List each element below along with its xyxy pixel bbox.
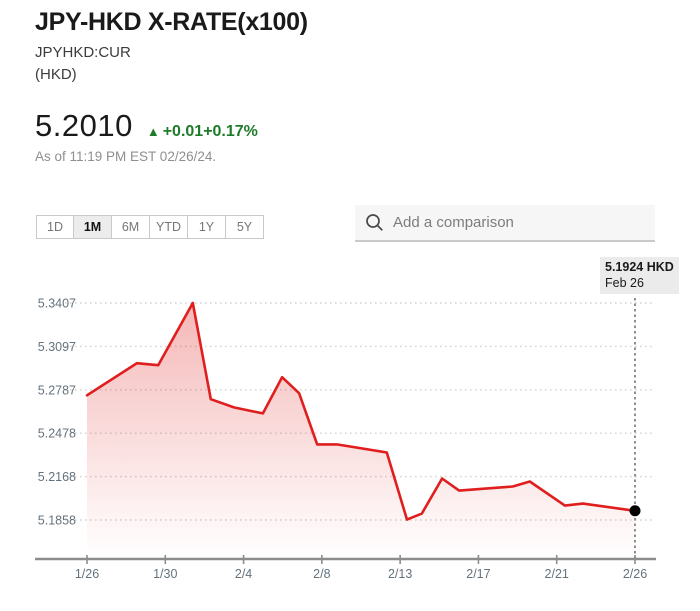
change-value: +0.01 — [162, 123, 204, 140]
range-button-1y[interactable]: 1Y — [188, 215, 226, 239]
price-row: 5.2010 ▲ +0.01 +0.17% — [35, 108, 258, 144]
x-tick-label: 1/26 — [75, 567, 99, 581]
price-chart-svg[interactable]: 5.3407 5.3097 5.2787 5.2478 5.2168 5.1858 1/26… — [0, 250, 700, 611]
range-button-5y[interactable]: 5Y — [226, 215, 264, 239]
last-price-tooltip: 5.1924 HKD Feb 26 — [600, 257, 679, 294]
currency-unit: (HKD) — [35, 66, 77, 83]
search-input[interactable] — [393, 214, 645, 231]
y-tick-label: 5.2168 — [38, 470, 76, 484]
price-line — [85, 301, 637, 521]
price-change: ▲ +0.01 +0.17% — [147, 123, 258, 141]
range-button-ytd[interactable]: YTD — [150, 215, 188, 239]
tooltip-date: Feb 26 — [605, 276, 644, 290]
y-tick-label: 5.2478 — [38, 427, 76, 441]
y-tick-label: 5.2787 — [38, 383, 76, 397]
area-fill — [87, 303, 635, 557]
as-of-timestamp: As of 11:19 PM EST 02/26/24. — [35, 149, 217, 164]
x-tick-label: 2/26 — [623, 567, 647, 581]
x-tick-label: 2/13 — [388, 567, 412, 581]
search-icon — [366, 214, 383, 231]
y-tick-label: 5.3097 — [38, 340, 76, 354]
comparison-search-box[interactable] — [355, 205, 655, 242]
range-button-1d[interactable]: 1D — [36, 215, 74, 239]
range-button-6m[interactable]: 6M — [112, 215, 150, 239]
last-price: 5.2010 — [35, 108, 133, 143]
range-button-1m[interactable]: 1M — [74, 215, 112, 239]
ticker-symbol: JPYHKD:CUR — [35, 44, 131, 61]
page-title: JPY-HKD X-RATE(x100) — [35, 8, 308, 36]
y-tick-label: 5.3407 — [38, 297, 76, 311]
change-percent: +0.17% — [203, 123, 258, 140]
x-tick-label: 2/17 — [466, 567, 490, 581]
last-point-dot — [629, 505, 641, 517]
y-tick-label: 5.1858 — [38, 514, 76, 528]
tooltip-price: 5.1924 HKD — [605, 260, 674, 274]
x-tick-label: 2/4 — [235, 567, 252, 581]
x-tick-label: 1/30 — [153, 567, 177, 581]
price-chart: 5.3407 5.3097 5.2787 5.2478 5.2168 5.1858 1/26… — [0, 250, 700, 611]
range-button-group: 1D 1M 6M YTD 1Y 5Y — [36, 215, 264, 239]
up-arrow-icon: ▲ — [146, 124, 160, 139]
x-tick-label: 2/8 — [313, 567, 330, 581]
x-tick-label: 2/21 — [545, 567, 569, 581]
